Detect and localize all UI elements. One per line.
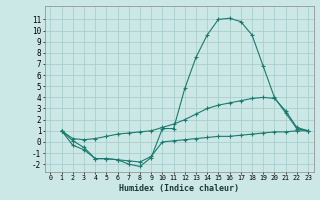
X-axis label: Humidex (Indice chaleur): Humidex (Indice chaleur): [119, 184, 239, 193]
